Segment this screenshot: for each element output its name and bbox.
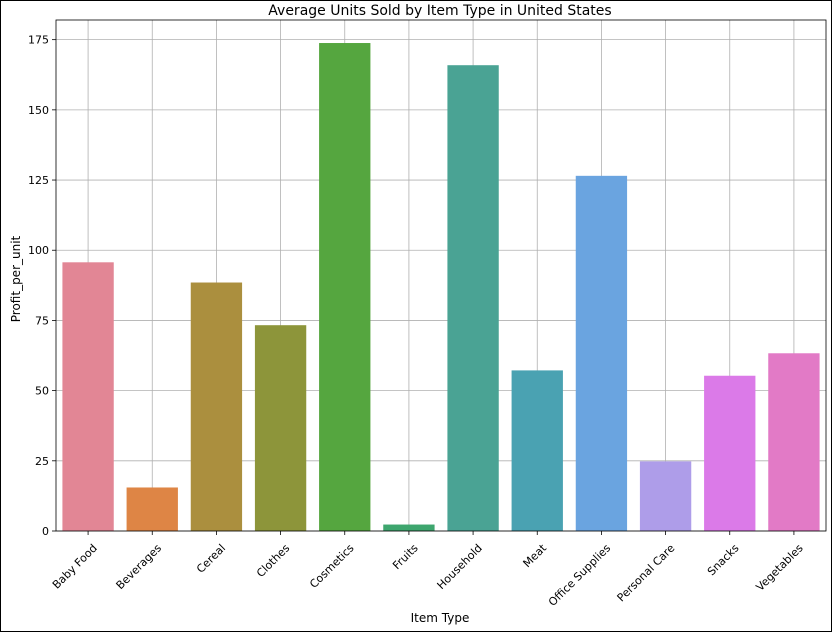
- x-tick-label: Cereal: [194, 542, 228, 576]
- y-tick-label: 125: [28, 174, 49, 187]
- y-tick-label: 0: [42, 525, 49, 538]
- x-tick-label: Baby Food: [50, 542, 100, 592]
- x-tick-label: Beverages: [114, 541, 165, 592]
- bar: [383, 524, 435, 531]
- x-tick-label: Cosmetics: [307, 541, 357, 591]
- bar: [704, 375, 756, 531]
- bar: [62, 262, 114, 531]
- y-tick-label: 150: [28, 104, 49, 117]
- x-tick-label: Household: [435, 542, 485, 592]
- x-tick-label: Vegetables: [754, 541, 806, 593]
- axes: [52, 19, 827, 535]
- bar: [511, 370, 563, 531]
- x-tick-label: Fruits: [390, 541, 421, 572]
- bar: [447, 65, 499, 531]
- bar: [639, 461, 692, 531]
- x-tick-label: Office Supplies: [546, 541, 613, 608]
- x-tick-label: Meat: [521, 541, 550, 570]
- bar: [190, 282, 243, 531]
- bar: [768, 353, 820, 531]
- bar: [575, 175, 628, 532]
- bars: [62, 43, 820, 532]
- y-axis-label: Profit_per_unit: [9, 235, 23, 322]
- y-tick-label: 100: [28, 244, 49, 257]
- y-tick-label: 25: [35, 455, 49, 468]
- x-tick-label: Snacks: [705, 541, 742, 578]
- y-tick-label: 175: [28, 34, 49, 47]
- plot-frame: [55, 19, 827, 532]
- y-tick-label: 50: [35, 385, 49, 398]
- x-tick-label: Personal Care: [615, 541, 678, 604]
- x-tick-label: Clothes: [254, 541, 293, 580]
- bar: [254, 325, 307, 531]
- chart-title: Average Units Sold by Item Type in Unite…: [268, 3, 611, 19]
- x-axis-label: Item Type: [411, 611, 470, 625]
- bar: [319, 43, 371, 532]
- y-tick-label: 75: [35, 314, 49, 327]
- bar: [126, 487, 178, 531]
